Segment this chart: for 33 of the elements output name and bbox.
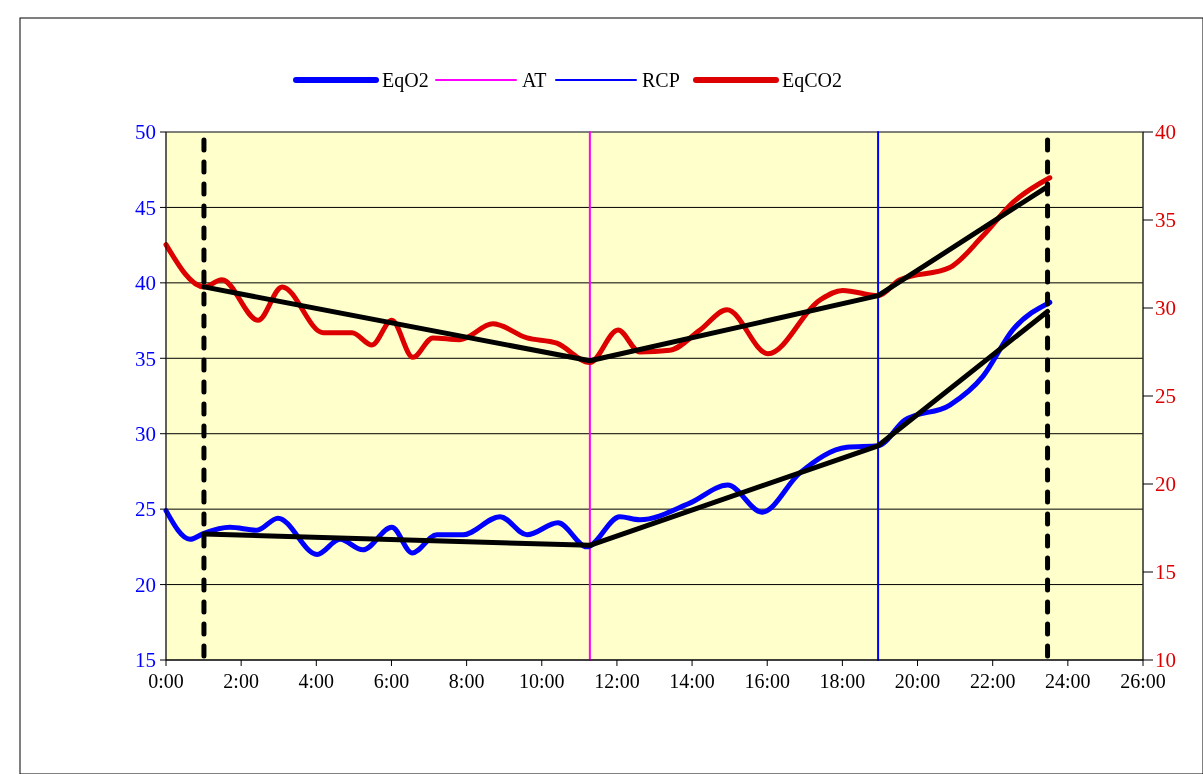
y2-tick-label: 10 [1155, 648, 1176, 673]
y2-tick-label: 25 [1155, 384, 1176, 409]
x-tick-label: 4:00 [298, 670, 335, 692]
y2-tick-label: 40 [1155, 120, 1176, 145]
legend-label: EqCO2 [782, 69, 842, 92]
y2-tick-label: 30 [1155, 296, 1176, 321]
x-tick-label: 14:00 [669, 670, 715, 692]
x-tick-label: 0:00 [148, 670, 184, 692]
y2-tick-label: 35 [1155, 208, 1176, 233]
legend-label: EqO2 [382, 69, 429, 92]
x-tick-label: 20:00 [894, 670, 941, 692]
x-tick-label: 26:00 [1120, 670, 1166, 692]
y-tick-label: 45 [135, 195, 156, 220]
y2-tick-label: 20 [1155, 472, 1176, 497]
x-tick-label: 24:00 [1045, 670, 1091, 692]
y2-tick-label: 15 [1155, 560, 1176, 585]
x-tick-label: 2:00 [223, 670, 259, 692]
x-tick-label: 6:00 [373, 670, 410, 692]
y-tick-label: 15 [135, 648, 156, 673]
x-tick-label: 18:00 [819, 670, 866, 692]
x-tick-label: 12:00 [594, 670, 640, 692]
y-tick-label: 35 [135, 346, 156, 371]
x-tick-label: 22:00 [969, 670, 1016, 692]
y-tick-label: 50 [135, 120, 156, 145]
y-tick-label: 40 [135, 271, 156, 296]
x-tick-label: 16:00 [744, 670, 791, 692]
x-tick-label: 8:00 [448, 670, 485, 692]
x-tick-label: 10:00 [518, 670, 565, 692]
y-tick-label: 20 [135, 572, 156, 597]
y-tick-label: 25 [135, 497, 156, 522]
legend-label: AT [522, 69, 547, 91]
y-tick-label: 30 [135, 422, 156, 447]
legend-label: RCP [642, 69, 680, 91]
